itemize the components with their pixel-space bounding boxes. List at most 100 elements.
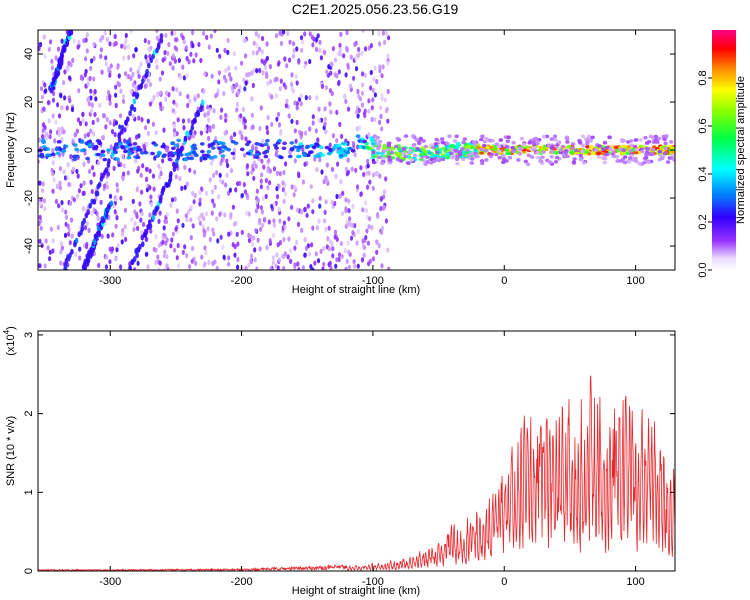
spectrogram-cell [613, 145, 619, 150]
spectrogram-cell [76, 193, 80, 199]
spectrogram-cell [143, 125, 148, 131]
spectrogram-cell [192, 58, 196, 64]
spectrogram-cell [191, 223, 195, 229]
spectrogram-cell [261, 138, 265, 145]
spectrogram-cell [186, 102, 190, 109]
spectrogram-cell [121, 93, 125, 100]
spectrogram-cell [174, 226, 178, 232]
spectrogram-cell [92, 198, 97, 205]
spectrogram-cell [199, 142, 205, 146]
spectrogram-cell [663, 141, 668, 146]
spectrogram-cell [133, 106, 137, 113]
spectrogram-cell [627, 159, 632, 164]
spectrogram-cell [258, 67, 262, 74]
spectrogram-cell [170, 30, 174, 36]
spectrogram-cell [171, 231, 175, 237]
spectrogram-cell [319, 248, 323, 254]
spectrogram-cell [301, 179, 305, 185]
spectrogram-cell [425, 155, 430, 159]
spectrogram-cell [318, 203, 322, 209]
spectrogram-cell [158, 101, 163, 107]
spectrogram-cell [243, 118, 247, 124]
spectrogram-cell [161, 154, 167, 159]
spectrogram-cell [277, 206, 281, 212]
spectrogram-cell [256, 197, 260, 203]
spectrogram-cell [102, 113, 106, 119]
spectrogram-cell [333, 57, 338, 63]
spectrogram-cell [220, 107, 224, 113]
spectrogram-cell [191, 190, 195, 196]
spectrogram-cell [250, 169, 254, 175]
snr-y-ticks: 0 1 2 3 [23, 332, 675, 574]
spectrogram-cell [381, 156, 386, 161]
spectrogram-cell [109, 144, 113, 150]
spectrogram-cell [371, 150, 376, 155]
snr-y-axis-label: SNR (10 * v/v) [5, 416, 17, 486]
spectrogram-cell [200, 254, 204, 260]
spectrogram-cell [246, 140, 252, 144]
spectrogram-cell [275, 148, 279, 154]
spectrogram-cell [621, 144, 627, 149]
spectrogram-cell [254, 31, 258, 37]
spectrogram-cell [148, 185, 152, 191]
spectrogram-cell [381, 30, 385, 36]
spectrogram-cell [264, 177, 268, 184]
spectrogram-cell [139, 172, 143, 178]
spectrogram-cell [251, 50, 255, 56]
spectrogram-cell [596, 151, 602, 156]
spectrogram-cell [523, 159, 528, 164]
spectrogram-cell [255, 68, 259, 74]
spectrogram-cell [215, 216, 219, 222]
spectrogram-cell [238, 84, 242, 90]
spectrogram-cell [82, 217, 87, 224]
spectrogram-cell [120, 239, 124, 245]
spectrogram-cell [131, 71, 135, 78]
spectrogram-cell [164, 219, 169, 225]
spectrogram-cell [170, 153, 175, 158]
spectrogram-cell [670, 146, 675, 150]
spectrogram-cell [90, 102, 94, 108]
spectrogram-cell [92, 76, 96, 82]
spectrogram-cell [96, 215, 100, 221]
spectrogram-cell [42, 106, 46, 112]
spectrogram-cell [303, 63, 307, 69]
spectrogram-cell [350, 222, 354, 228]
spectrogram-cell [345, 45, 349, 51]
spectrogram-cell [240, 192, 244, 199]
spectrogram-cell [129, 89, 133, 95]
spectrogram-cell [227, 231, 231, 237]
spectrogram-cell [357, 125, 362, 131]
spectrogram-cell [331, 46, 335, 52]
spectrogram-cell [454, 134, 459, 139]
spectrogram-cell [412, 153, 418, 158]
spectrogram-cell [363, 108, 367, 114]
spectrogram-cell [235, 231, 239, 237]
spectrogram-cell [457, 150, 463, 154]
spectrogram-cell [174, 143, 179, 148]
spectrogram-cell [276, 111, 281, 117]
spectrogram-cell [104, 61, 108, 67]
spectrogram-cell [54, 55, 58, 61]
spectrogram-cell [506, 135, 511, 139]
spectrogram-cell [169, 170, 173, 177]
spectrogram-cell [83, 72, 87, 78]
spectrogram-cell [191, 43, 195, 49]
spectrogram-cell [157, 242, 161, 248]
spectrogram-cell [132, 53, 136, 59]
spectrogram-cell [167, 41, 171, 48]
spectrogram-cell [138, 201, 142, 207]
spectrogram-cell [203, 71, 207, 77]
spectrogram-cell [97, 181, 102, 188]
spectrogram-cell [196, 93, 200, 99]
spectrogram-x-ticks: -300 -200 -100 0 100 [99, 30, 645, 287]
spectrogram-cell [361, 71, 365, 77]
spectrogram-cell [327, 225, 331, 231]
spectrogram-cell [236, 241, 240, 247]
spectrogram-cell [265, 125, 269, 131]
spectrogram-cell [395, 157, 400, 161]
spectrogram-cell [179, 145, 184, 152]
spectrogram-cell [81, 190, 85, 196]
spectrogram-cell [206, 149, 212, 154]
spectrogram-cell [148, 101, 152, 107]
spectrogram-cell [182, 39, 186, 45]
